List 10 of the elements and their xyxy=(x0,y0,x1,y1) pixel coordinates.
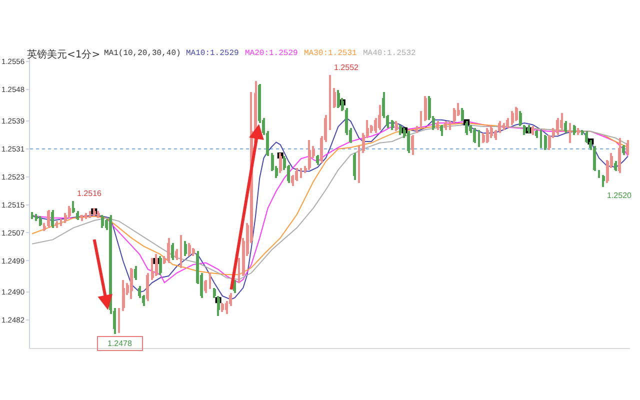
text: MA20:1.2529 xyxy=(245,49,298,58)
chart-title: 英镑美元<1分> xyxy=(27,48,100,60)
text: MA10:1.2529 xyxy=(186,49,240,58)
annotation: 1.2478 xyxy=(107,339,133,348)
annotation: 1.2516 xyxy=(77,189,102,198)
chart-subtitle: MA1(10,20,30,40) xyxy=(104,49,181,58)
text: MA40:1.2532 xyxy=(363,49,416,58)
text: MA30:1.2531 xyxy=(304,49,358,58)
annotation: 1.2520 xyxy=(607,191,632,200)
annotation: 1.2552 xyxy=(334,63,360,72)
